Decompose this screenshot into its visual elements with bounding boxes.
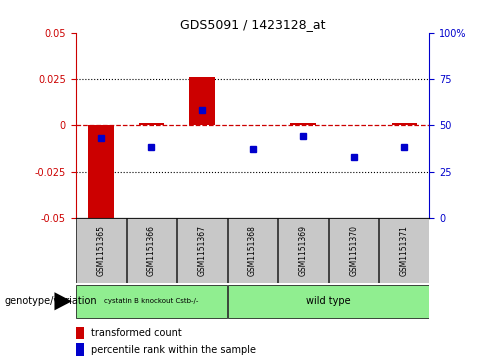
Bar [76,218,126,283]
Bar [290,123,316,125]
Bar [127,218,176,283]
Text: transformed count: transformed count [91,328,182,338]
Text: GSM1151368: GSM1151368 [248,225,257,276]
Text: genotype/variation: genotype/variation [5,296,98,306]
Polygon shape [55,292,72,310]
Title: GDS5091 / 1423128_at: GDS5091 / 1423128_at [180,19,325,32]
Bar [177,218,227,283]
Bar [228,218,277,283]
Bar [391,123,417,125]
Text: GSM1151367: GSM1151367 [198,225,206,276]
Bar [278,218,328,283]
Bar [189,77,215,125]
Bar [88,125,114,218]
Text: percentile rank within the sample: percentile rank within the sample [91,344,256,355]
Bar [329,218,378,283]
Bar [228,285,429,318]
Text: GSM1151366: GSM1151366 [147,225,156,276]
Text: cystatin B knockout Cstb-/-: cystatin B knockout Cstb-/- [104,298,199,304]
Text: GSM1151365: GSM1151365 [97,225,105,276]
Bar [379,218,429,283]
Bar [76,343,84,356]
Text: GSM1151370: GSM1151370 [349,225,358,276]
Text: wild type: wild type [306,296,351,306]
Bar [139,123,164,125]
Text: GSM1151371: GSM1151371 [400,225,408,276]
Bar [76,285,227,318]
Bar [76,327,84,339]
Text: GSM1151369: GSM1151369 [299,225,307,276]
